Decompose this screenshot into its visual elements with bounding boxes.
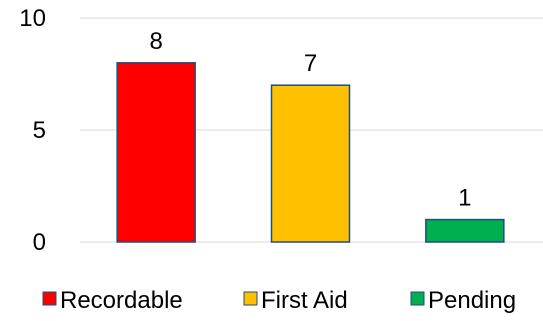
- y-tick-label: 5: [33, 117, 46, 144]
- y-axis: 0 5 10: [19, 5, 46, 256]
- y-tick-label: 10: [19, 5, 46, 32]
- data-label: 7: [304, 50, 317, 77]
- legend-swatch: [42, 291, 57, 306]
- bar-recordable: [116, 62, 196, 243]
- legend-swatch: [243, 291, 258, 306]
- bar-first-aid: [270, 84, 351, 243]
- legend-label: Recordable: [60, 287, 183, 314]
- legend-label: Pending: [428, 287, 516, 314]
- y-tick-label: 0: [33, 229, 46, 256]
- legend: Recordable First Aid Pending: [42, 287, 516, 314]
- data-labels: 8 7 1: [149, 28, 471, 212]
- legend-swatch: [410, 291, 425, 306]
- legend-label: First Aid: [261, 287, 348, 314]
- bar-pending: [425, 218, 505, 243]
- data-label: 1: [458, 185, 471, 212]
- data-label: 8: [149, 28, 162, 55]
- bars: [116, 62, 505, 243]
